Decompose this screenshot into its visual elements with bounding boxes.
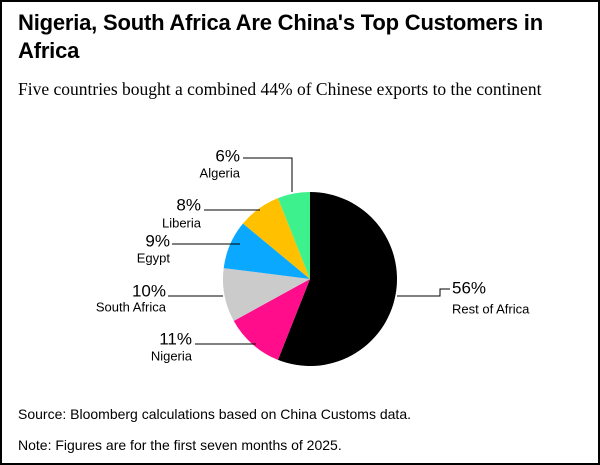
- leader-line-rest-of-africa: [397, 288, 450, 297]
- footnote: Note: Figures are for the first seven mo…: [18, 437, 342, 453]
- slice-category-label-south-africa: South Africa: [96, 299, 167, 314]
- pie-slice-rest-of-africa: [277, 192, 397, 367]
- slice-category-label-egypt: Egypt: [137, 250, 171, 265]
- slice-value-label-algeria: 6%: [215, 146, 240, 165]
- pie-slices: [223, 192, 397, 367]
- pie-slice-liberia: [242, 198, 310, 279]
- slice-value-label-nigeria: 11%: [159, 329, 192, 348]
- source-note: Source: Bloomberg calculations based on …: [18, 406, 411, 422]
- pie-slice-egypt: [223, 223, 310, 279]
- slice-value-label-egypt: 9%: [145, 231, 170, 250]
- slice-category-label-rest-of-africa: Rest of Africa: [452, 301, 530, 316]
- slice-value-label-liberia: 8%: [176, 195, 201, 214]
- pie-slice-south-africa: [223, 268, 310, 321]
- slice-value-label-rest-of-africa: 56%: [452, 278, 486, 297]
- label-leader-lines: [168, 157, 450, 345]
- slice-value-label-south-africa: 10%: [132, 281, 166, 300]
- chart-subtitle: Five countries bought a combined 44% of …: [18, 79, 542, 99]
- leader-line-algeria: [243, 157, 293, 192]
- pie-chart: 56% Rest of Africa 11%Nigeria 10%South Afri…: [96, 146, 530, 367]
- slice-category-label-liberia: Liberia: [162, 215, 202, 230]
- slice-labels: 56% Rest of Africa 11%Nigeria 10%South Afri…: [96, 146, 530, 363]
- pie-slice-nigeria: [233, 279, 310, 360]
- chart-title: Nigeria, South Africa Are China's Top Cu…: [18, 10, 543, 63]
- pie-slice-algeria: [277, 192, 310, 279]
- slice-category-label-algeria: Algeria: [200, 165, 241, 180]
- slice-category-label-nigeria: Nigeria: [151, 348, 193, 363]
